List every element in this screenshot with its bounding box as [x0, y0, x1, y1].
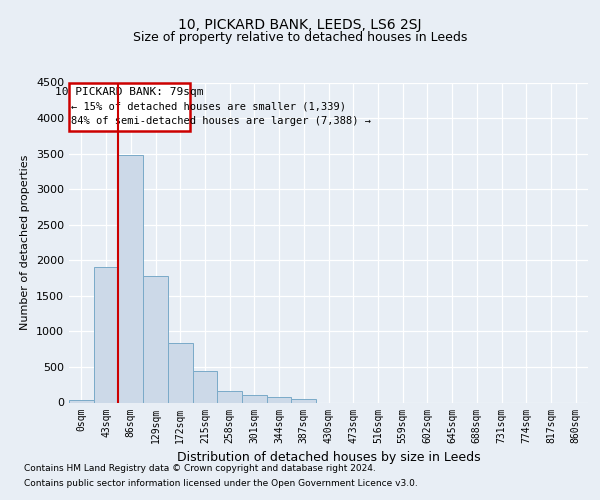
Bar [242, 396, 267, 402]
Text: 84% of semi-detached houses are larger (7,388) →: 84% of semi-detached houses are larger (… [71, 116, 371, 126]
Text: Contains HM Land Registry data © Crown copyright and database right 2024.: Contains HM Land Registry data © Crown c… [24, 464, 376, 473]
Bar [69, 82, 190, 131]
Bar [69, 400, 94, 402]
Bar [143, 276, 168, 402]
X-axis label: Distribution of detached houses by size in Leeds: Distribution of detached houses by size … [176, 451, 481, 464]
Bar [193, 370, 217, 402]
Bar [168, 344, 193, 402]
Bar [118, 155, 143, 402]
Text: 10, PICKARD BANK, LEEDS, LS6 2SJ: 10, PICKARD BANK, LEEDS, LS6 2SJ [178, 18, 422, 32]
Text: 10 PICKARD BANK: 79sqm: 10 PICKARD BANK: 79sqm [55, 88, 204, 98]
Bar [217, 391, 242, 402]
Bar [267, 397, 292, 402]
Text: ← 15% of detached houses are smaller (1,339): ← 15% of detached houses are smaller (1,… [71, 102, 346, 112]
Text: Size of property relative to detached houses in Leeds: Size of property relative to detached ho… [133, 31, 467, 44]
Bar [94, 268, 118, 402]
Bar [292, 398, 316, 402]
Y-axis label: Number of detached properties: Number of detached properties [20, 155, 31, 330]
Text: Contains public sector information licensed under the Open Government Licence v3: Contains public sector information licen… [24, 479, 418, 488]
